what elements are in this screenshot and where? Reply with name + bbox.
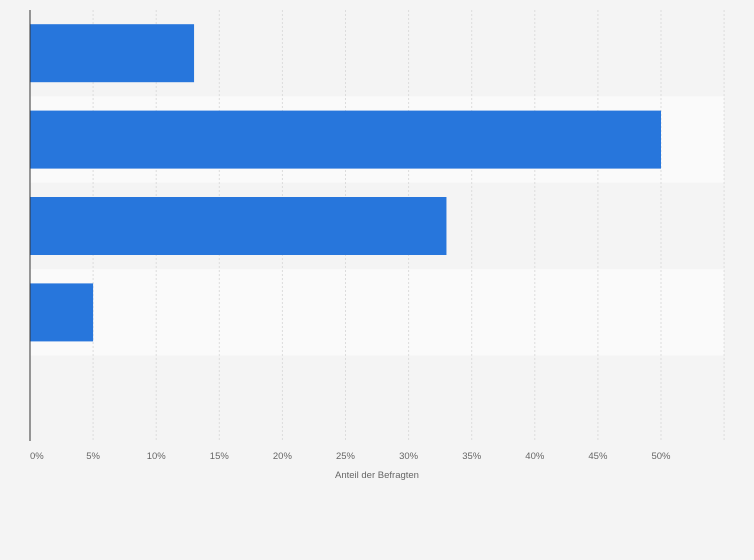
row-band	[30, 269, 725, 356]
x-tick-label: 45%	[588, 451, 608, 462]
x-tick-label: 25%	[336, 451, 356, 462]
bar[interactable]	[30, 283, 94, 342]
x-tick-label: 35%	[462, 451, 482, 462]
x-axis-ticks: 0% 5% 10% 15% 20% 25% 30% 35% 40% 45% 50%	[30, 451, 671, 462]
bar[interactable]	[30, 197, 447, 255]
bar[interactable]	[30, 24, 195, 83]
x-tick-label: 15%	[210, 451, 230, 462]
row-band	[30, 355, 725, 442]
x-tick-label: 20%	[273, 451, 293, 462]
x-tick-label: 30%	[399, 451, 419, 462]
bar[interactable]	[30, 110, 661, 169]
bars	[30, 24, 661, 342]
x-tick-label: 0%	[30, 451, 44, 462]
x-axis-title: Anteil der Befragten	[335, 470, 419, 481]
x-tick-label: 50%	[651, 451, 671, 462]
x-tick-label: 40%	[525, 451, 545, 462]
x-tick-label: 5%	[86, 451, 100, 462]
x-tick-label: 10%	[147, 451, 167, 462]
